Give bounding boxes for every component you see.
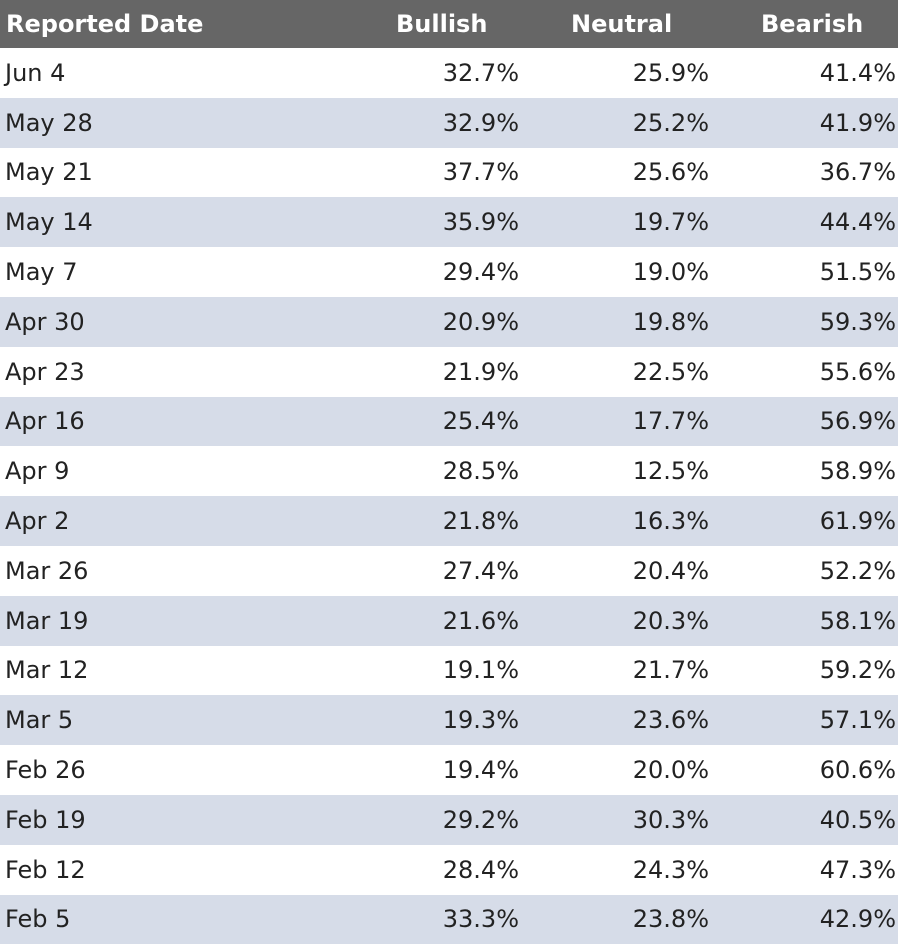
cell-bearish: 56.9% <box>819 407 896 436</box>
cell-bearish: 58.9% <box>819 457 896 486</box>
cell-bearish: 59.3% <box>819 307 896 336</box>
cell-reported-date: Mar 12 <box>5 656 89 685</box>
cell-bearish: 44.4% <box>819 208 896 237</box>
cell-bearish: 47.3% <box>819 855 896 884</box>
cell-reported-date: Apr 23 <box>5 357 85 386</box>
table-row: Feb 12 28.4% 24.3% 47.3% <box>0 844 898 895</box>
cell-neutral: 17.7% <box>632 407 709 436</box>
cell-bullish: 35.9% <box>442 208 519 237</box>
cell-bullish: 21.6% <box>442 606 519 635</box>
cell-neutral: 16.3% <box>632 507 709 536</box>
cell-reported-date: Feb 26 <box>5 756 86 785</box>
table-row: May 21 37.7% 25.6% 36.7% <box>0 147 898 198</box>
cell-bullish: 19.4% <box>442 756 519 785</box>
cell-reported-date: Feb 5 <box>5 905 71 934</box>
column-header-reported-date: Reported Date <box>6 10 204 38</box>
cell-neutral: 24.3% <box>632 855 709 884</box>
cell-bullish: 33.3% <box>442 905 519 934</box>
cell-bullish: 19.3% <box>442 706 519 735</box>
cell-bearish: 51.5% <box>819 258 896 287</box>
cell-neutral: 23.6% <box>632 706 709 735</box>
cell-bullish: 25.4% <box>442 407 519 436</box>
cell-bullish: 21.8% <box>442 507 519 536</box>
cell-reported-date: Apr 9 <box>5 457 70 486</box>
cell-reported-date: Feb 12 <box>5 855 86 884</box>
cell-bullish: 21.9% <box>442 357 519 386</box>
cell-bearish: 59.2% <box>819 656 896 685</box>
cell-neutral: 21.7% <box>632 656 709 685</box>
cell-neutral: 25.9% <box>632 58 709 87</box>
table-row: Apr 9 28.5% 12.5% 58.9% <box>0 446 898 497</box>
cell-reported-date: Mar 5 <box>5 706 74 735</box>
cell-reported-date: May 7 <box>5 258 78 287</box>
table-row: Mar 19 21.6% 20.3% 58.1% <box>0 595 898 646</box>
table-row: Feb 19 29.2% 30.3% 40.5% <box>0 794 898 845</box>
cell-bearish: 60.6% <box>819 756 896 785</box>
cell-reported-date: Apr 30 <box>5 307 85 336</box>
table-row: Apr 16 25.4% 17.7% 56.9% <box>0 396 898 447</box>
cell-bearish: 41.9% <box>819 108 896 137</box>
cell-neutral: 19.0% <box>632 258 709 287</box>
cell-bullish: 27.4% <box>442 556 519 585</box>
table-header: Reported Date Bullish Neutral Bearish <box>0 0 898 48</box>
table-body: Jun 4 32.7% 25.9% 41.4% May 28 32.9% 25.2% 41.9… <box>0 48 898 944</box>
table-row: Mar 26 27.4% 20.4% 52.2% <box>0 545 898 596</box>
column-header-neutral: Neutral <box>571 10 673 38</box>
cell-reported-date: Mar 19 <box>5 606 89 635</box>
cell-neutral: 12.5% <box>632 457 709 486</box>
cell-reported-date: May 14 <box>5 208 93 237</box>
cell-neutral: 19.8% <box>632 307 709 336</box>
table-row: May 28 32.9% 25.2% 41.9% <box>0 97 898 148</box>
cell-neutral: 23.8% <box>632 905 709 934</box>
cell-bullish: 32.9% <box>442 108 519 137</box>
cell-bullish: 32.7% <box>442 58 519 87</box>
table-row: Apr 23 21.9% 22.5% 55.6% <box>0 346 898 397</box>
cell-reported-date: Feb 19 <box>5 805 86 834</box>
table-row: Feb 5 33.3% 23.8% 42.9% <box>0 894 898 944</box>
cell-bullish: 29.4% <box>442 258 519 287</box>
cell-neutral: 22.5% <box>632 357 709 386</box>
cell-reported-date: May 21 <box>5 158 93 187</box>
cell-reported-date: May 28 <box>5 108 93 137</box>
cell-bearish: 57.1% <box>819 706 896 735</box>
cell-bullish: 29.2% <box>442 805 519 834</box>
cell-reported-date: Apr 16 <box>5 407 85 436</box>
cell-neutral: 30.3% <box>632 805 709 834</box>
cell-reported-date: Apr 2 <box>5 507 70 536</box>
cell-neutral: 25.6% <box>632 158 709 187</box>
cell-bullish: 28.5% <box>442 457 519 486</box>
cell-bearish: 52.2% <box>819 556 896 585</box>
cell-bearish: 42.9% <box>819 905 896 934</box>
cell-bearish: 41.4% <box>819 58 896 87</box>
cell-bearish: 58.1% <box>819 606 896 635</box>
cell-bullish: 28.4% <box>442 855 519 884</box>
cell-neutral: 19.7% <box>632 208 709 237</box>
cell-bearish: 61.9% <box>819 507 896 536</box>
header-row: Reported Date Bullish Neutral Bearish <box>0 0 898 48</box>
table-row: Jun 4 32.7% 25.9% 41.4% <box>0 48 898 98</box>
cell-bullish: 19.1% <box>442 656 519 685</box>
cell-neutral: 20.3% <box>632 606 709 635</box>
table-row: Apr 30 20.9% 19.8% 59.3% <box>0 296 898 347</box>
cell-bullish: 20.9% <box>442 307 519 336</box>
table-row: Mar 5 19.3% 23.6% 57.1% <box>0 695 898 746</box>
table-row: May 7 29.4% 19.0% 51.5% <box>0 247 898 297</box>
cell-neutral: 20.4% <box>632 556 709 585</box>
column-header-bullish: Bullish <box>396 10 488 38</box>
cell-reported-date: Jun 4 <box>5 58 66 87</box>
cell-bearish: 36.7% <box>819 158 896 187</box>
table-row: Apr 2 21.8% 16.3% 61.9% <box>0 496 898 546</box>
column-header-bearish: Bearish <box>761 10 864 38</box>
table-row: May 14 35.9% 19.7% 44.4% <box>0 197 898 248</box>
table-row: Feb 26 19.4% 20.0% 60.6% <box>0 745 898 795</box>
cell-reported-date: Mar 26 <box>5 556 89 585</box>
cell-neutral: 25.2% <box>632 108 709 137</box>
cell-bearish: 55.6% <box>819 357 896 386</box>
cell-neutral: 20.0% <box>632 756 709 785</box>
cell-bullish: 37.7% <box>442 158 519 187</box>
cell-bearish: 40.5% <box>819 805 896 834</box>
table-row: Mar 12 19.1% 21.7% 59.2% <box>0 645 898 696</box>
